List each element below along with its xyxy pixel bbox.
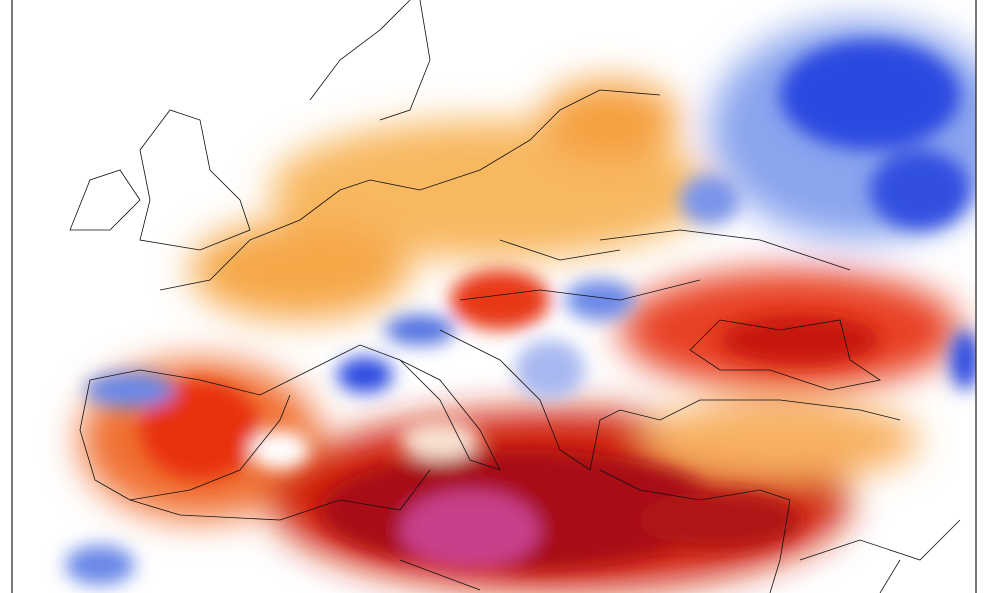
coastline bbox=[69, 169, 141, 231]
cold-area bbox=[85, 372, 175, 408]
coastline bbox=[309, 0, 431, 121]
hot-core bbox=[720, 315, 880, 365]
cold-core bbox=[337, 357, 393, 393]
coastline bbox=[599, 469, 791, 593]
coastline bbox=[689, 319, 882, 391]
warm-area bbox=[640, 400, 920, 480]
map-frame bbox=[11, 0, 977, 593]
warm-area bbox=[190, 220, 410, 320]
cold-area bbox=[680, 175, 740, 225]
cold-area bbox=[65, 545, 135, 585]
coastline bbox=[139, 109, 251, 251]
coastline bbox=[89, 344, 501, 471]
border bbox=[799, 519, 961, 593]
cold-core bbox=[950, 330, 976, 390]
border bbox=[459, 229, 851, 301]
warm-area bbox=[540, 80, 680, 160]
neutral-area bbox=[250, 430, 310, 470]
coastline bbox=[79, 379, 291, 501]
hot-core bbox=[640, 490, 800, 550]
cold-area bbox=[565, 280, 635, 320]
cold-area bbox=[515, 340, 585, 400]
detail-shading bbox=[65, 40, 976, 585]
hot-core bbox=[140, 380, 260, 480]
cold-core bbox=[385, 315, 455, 345]
hot-core bbox=[450, 270, 550, 330]
coastline bbox=[129, 469, 481, 591]
coastline bbox=[439, 329, 901, 471]
coastlines bbox=[69, 0, 961, 593]
neutral-area bbox=[400, 420, 480, 460]
cold-core bbox=[870, 150, 970, 230]
cold-core bbox=[780, 40, 960, 150]
extreme-core bbox=[400, 490, 540, 570]
anomaly-field bbox=[12, 0, 976, 593]
coastline bbox=[159, 89, 661, 291]
